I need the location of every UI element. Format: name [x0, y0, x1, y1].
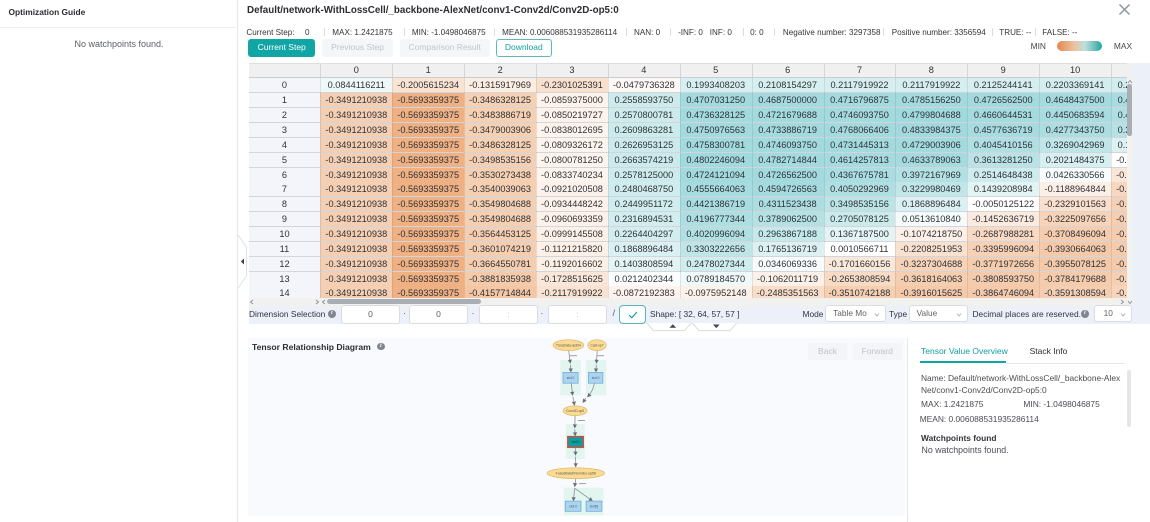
- svg-text:slot 0: slot 0: [567, 376, 575, 380]
- svg-text:Conv2D-op5: Conv2D-op5: [566, 409, 584, 413]
- svg-text:slot[0]: slot[0]: [590, 505, 599, 509]
- svg-text:slot 0: slot 0: [569, 505, 577, 509]
- svg-text:slot 0: slot 0: [572, 440, 580, 444]
- svg-text:Cast-op7: Cast-op7: [591, 343, 604, 347]
- svg-text:TransData-op304: TransData-op304: [556, 343, 581, 347]
- svg-text:FusedBatchNormEx-op56: FusedBatchNormEx-op56: [556, 471, 596, 475]
- svg-text:slot 0: slot 0: [592, 376, 600, 380]
